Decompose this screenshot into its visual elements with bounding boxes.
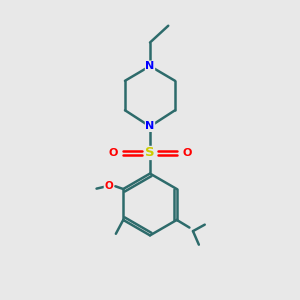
Text: O: O (104, 181, 113, 191)
Text: O: O (182, 148, 191, 158)
Text: N: N (146, 61, 154, 71)
Text: O: O (109, 148, 118, 158)
Text: S: S (145, 146, 155, 159)
Text: N: N (146, 122, 154, 131)
